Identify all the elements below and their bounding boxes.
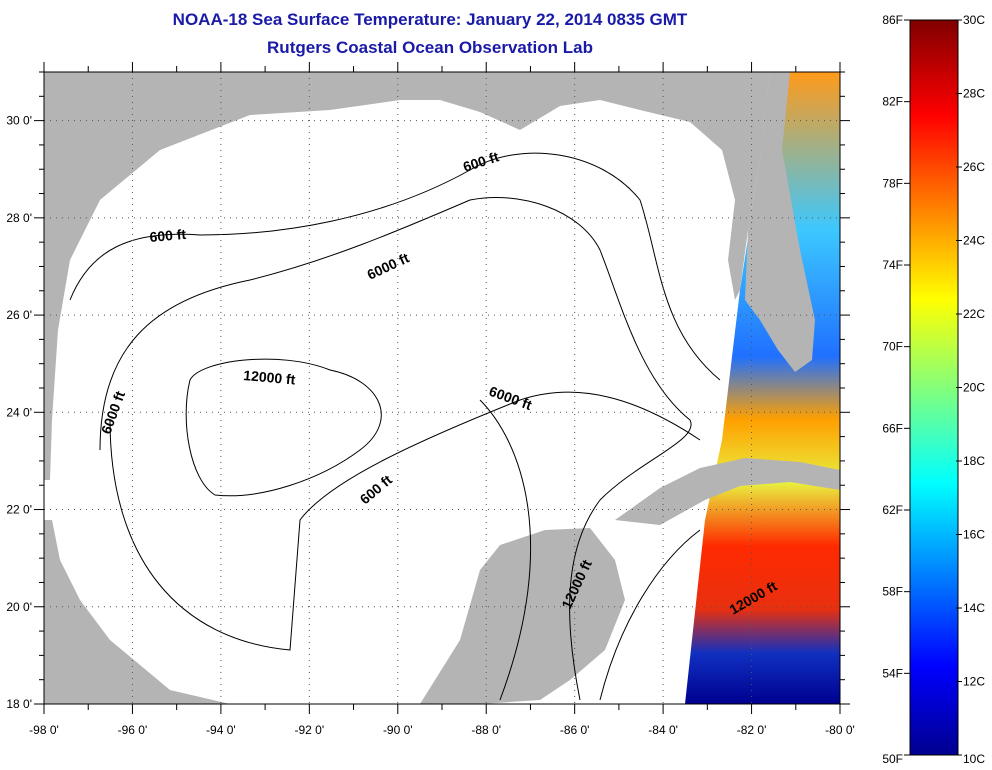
colorbar [909, 19, 959, 756]
colorbar-celsius-label: 12C [963, 675, 985, 689]
colorbar-celsius-label: 26C [963, 160, 985, 174]
y-tick-label: 28 0' [6, 211, 32, 225]
colorbar-celsius-label: 28C [963, 87, 985, 101]
x-tick-label: -96 0' [118, 723, 148, 737]
x-tick-label: -92 0' [295, 723, 325, 737]
land-florida [745, 72, 815, 372]
x-tick-label: -86 0' [560, 723, 590, 737]
x-tick-label: -84 0' [648, 723, 678, 737]
x-tick-label: -90 0' [383, 723, 413, 737]
colorbar-fahrenheit-label: 66F [882, 421, 903, 435]
colorbar-celsius-label: 16C [963, 528, 985, 542]
colorbar-celsius-label: 18C [963, 454, 985, 468]
axis-ticks: -98 0' -96 0' -94 0' -92 0' -90 0' -88 0' -86 … [6, 62, 855, 737]
contour-label: 12000 ft [243, 367, 297, 388]
land-cuba [615, 458, 840, 525]
land-north [44, 72, 770, 480]
x-tick-label: -80 0' [825, 723, 855, 737]
bathymetry-contours [69, 152, 721, 701]
colorbar-fahrenheit-label: 82F [882, 95, 903, 109]
colorbar-fahrenheit-label: 50F [882, 752, 903, 766]
x-tick-label: -82 0' [737, 723, 767, 737]
colorbar-fahrenheit-label: 54F [882, 666, 903, 680]
y-tick-label: 22 0' [6, 503, 32, 517]
colorbar-celsius-label: 30C [963, 13, 985, 27]
y-tick-label: 20 0' [6, 600, 32, 614]
colorbar-celsius-label: 22C [963, 307, 985, 321]
colorbar-fahrenheit-label: 86F [882, 13, 903, 27]
x-tick-label: -98 0' [29, 723, 59, 737]
contour-label: 600 ft [149, 226, 187, 245]
y-tick-label: 24 0' [6, 405, 32, 419]
sst-swath [685, 72, 840, 704]
colorbar-fahrenheit-label: 78F [882, 176, 903, 190]
colorbar-celsius-label: 14C [963, 601, 985, 615]
colorbar-celsius-label: 20C [963, 381, 985, 395]
colorbar-fahrenheit-label: 70F [882, 340, 903, 354]
colorbar-ticks: 30C 28C 26C 24C 22C 20C 18C 16C 14C 12C 10C 86F 82F 7… [882, 13, 985, 766]
figure-title: NOAA-18 Sea Surface Temperature: January… [172, 10, 688, 29]
x-tick-label: -94 0' [206, 723, 236, 737]
land-mexico [44, 520, 230, 704]
colorbar-celsius-label: 24C [963, 234, 985, 248]
colorbar-celsius-label: 10C [963, 752, 985, 766]
graticule [44, 72, 840, 704]
y-tick-label: 30 0' [6, 114, 32, 128]
x-tick-label: -88 0' [471, 723, 501, 737]
figure-subtitle: Rutgers Coastal Ocean Observation Lab [267, 38, 593, 57]
colorbar-fahrenheit-label: 58F [882, 585, 903, 599]
colorbar-fahrenheit-label: 62F [882, 503, 903, 517]
y-tick-label: 26 0' [6, 308, 32, 322]
colorbar-fahrenheit-label: 74F [882, 258, 903, 272]
y-tick-label: 18 0' [6, 697, 32, 711]
land-yucatan [330, 528, 625, 704]
